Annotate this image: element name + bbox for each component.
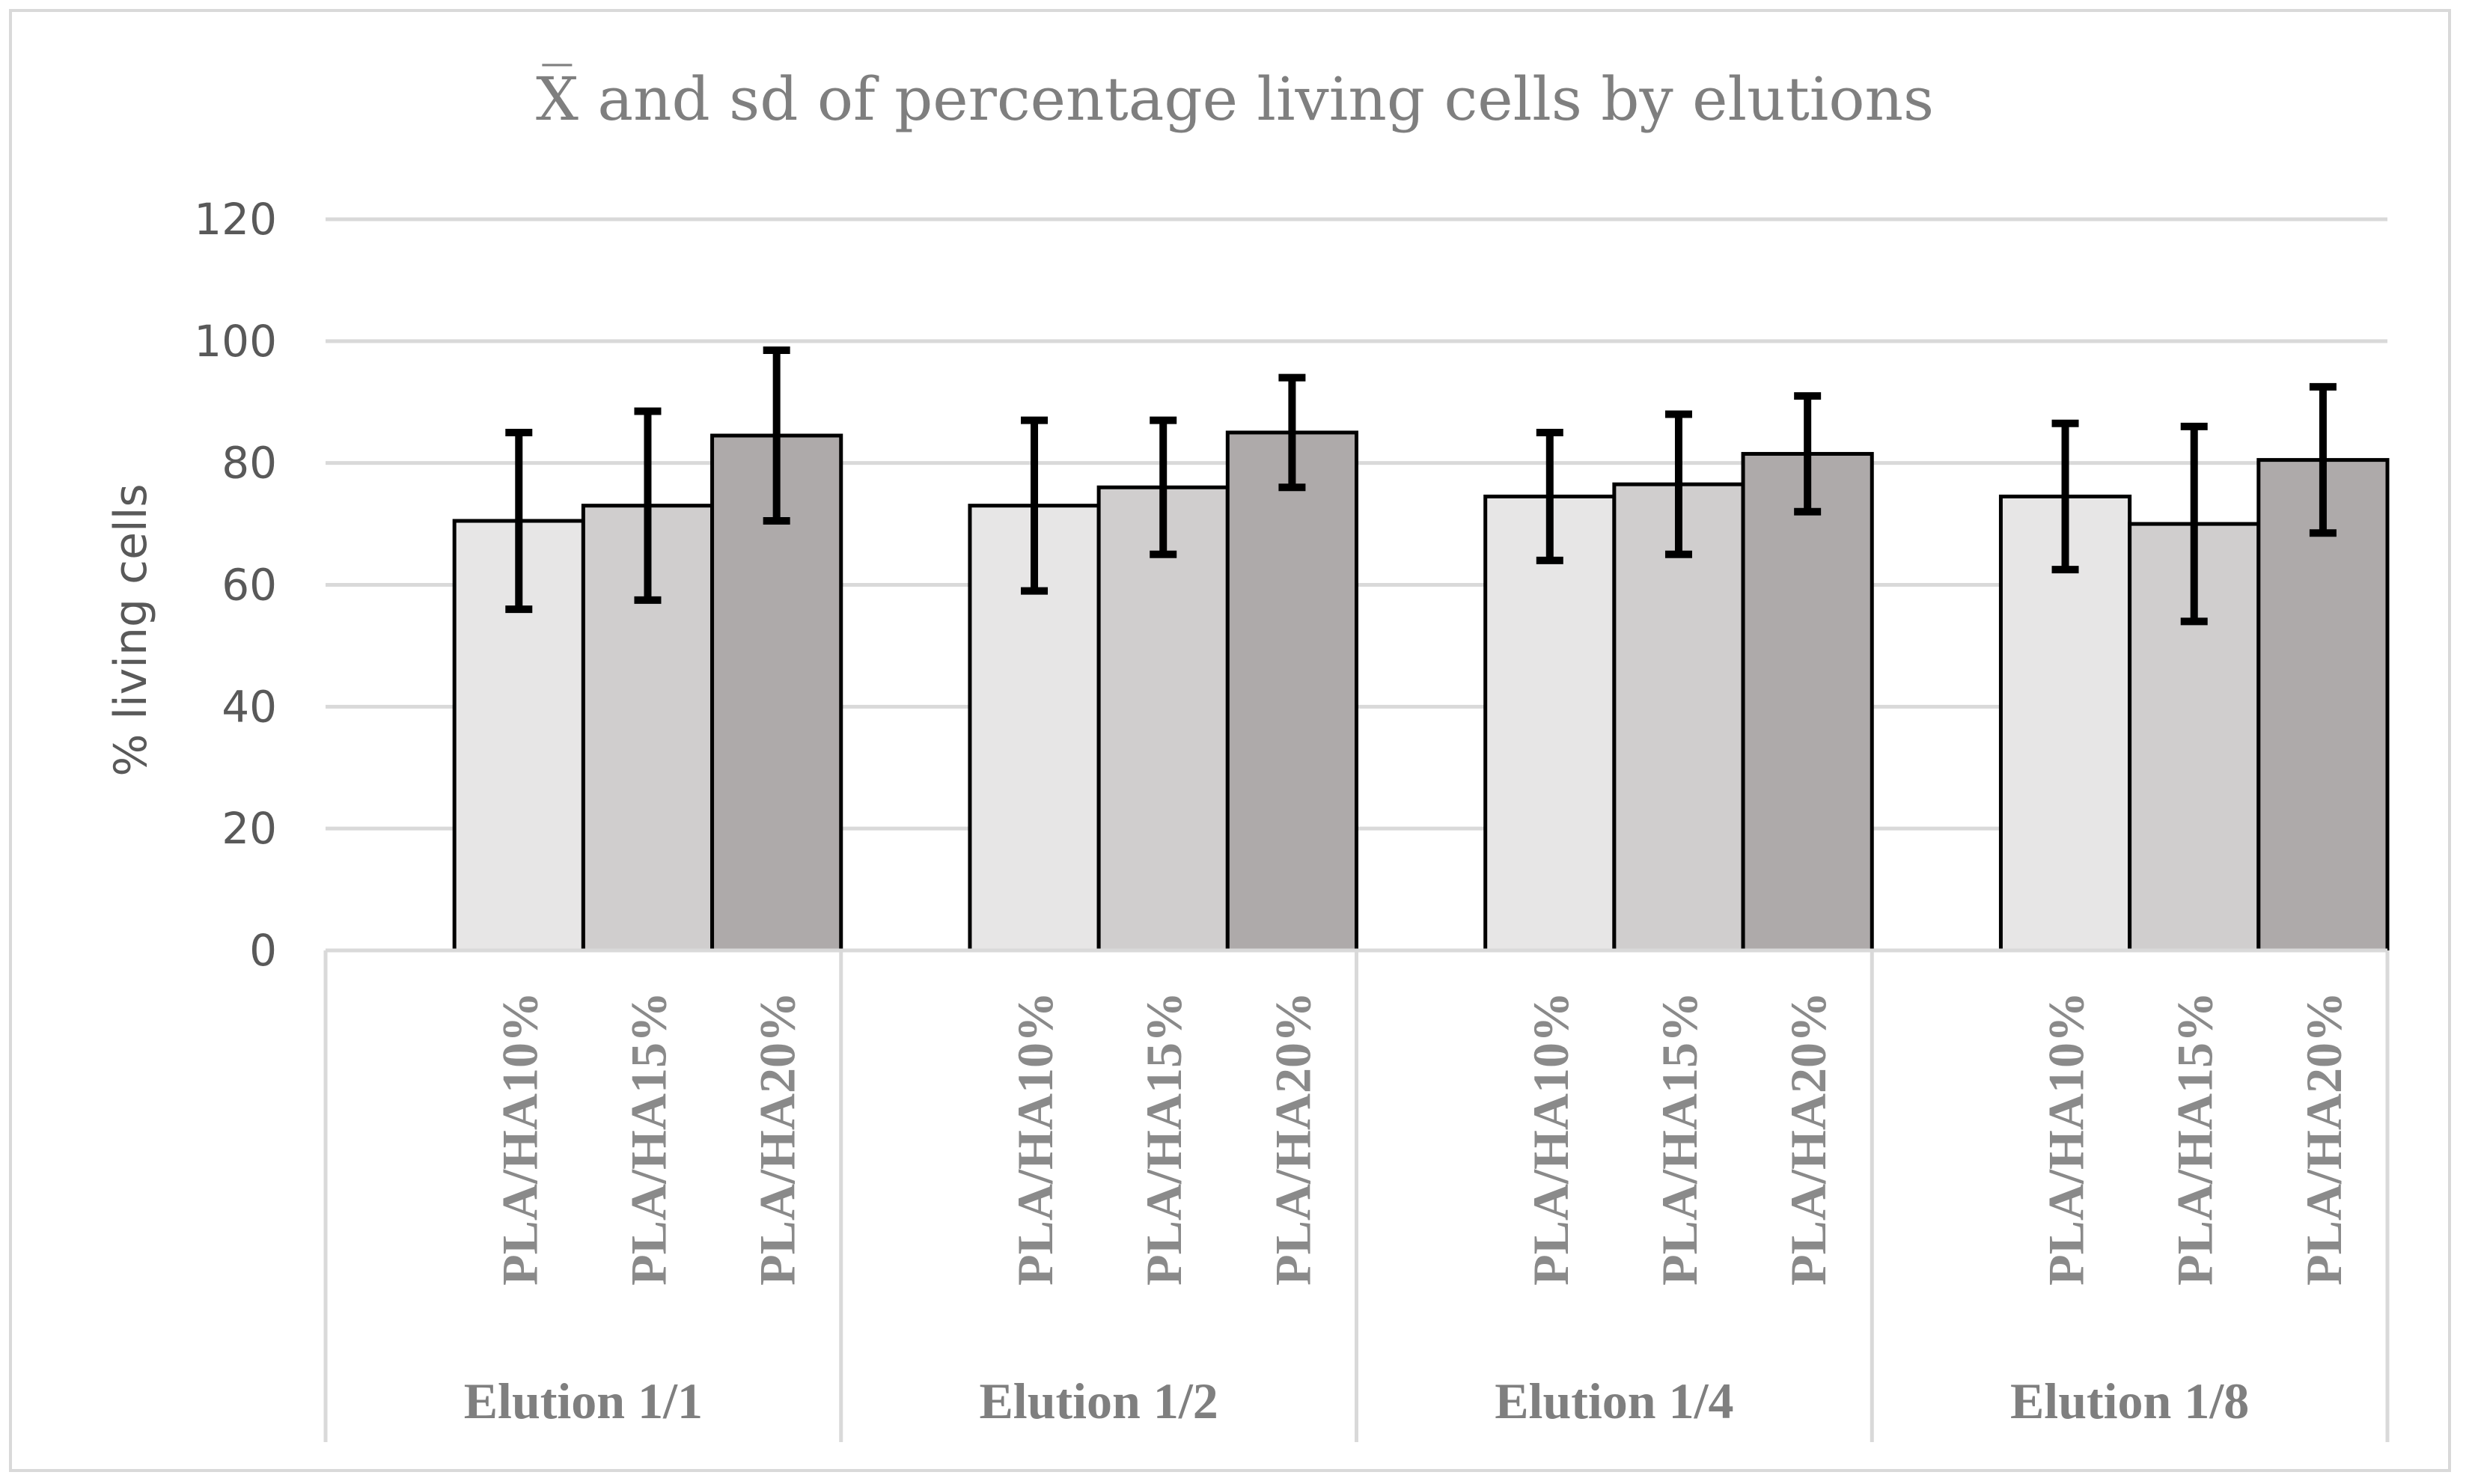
category-label: PLA/HA15%: [620, 992, 677, 1286]
group-label: Elution 1/1: [464, 1372, 703, 1429]
error-bar: [1536, 428, 1563, 564]
category-label: PLA/HA10%: [1007, 992, 1063, 1286]
category-label: PLA/HA10%: [1522, 992, 1579, 1286]
y-tick-label: 100: [194, 316, 277, 367]
bar: [2256, 458, 2390, 953]
error-bar: [1278, 373, 1306, 492]
y-tick-label: 60: [222, 560, 277, 611]
y-axis-label: % living cells: [105, 483, 157, 776]
y-tick-label: 120: [194, 194, 277, 245]
error-bar: [2051, 419, 2079, 574]
group-label: Elution 1/8: [2010, 1372, 2249, 1429]
group-label: Elution 1/2: [979, 1372, 1218, 1429]
category-label: PLA/HA15%: [1651, 992, 1708, 1286]
bar: [1612, 482, 1745, 953]
category-label: PLA/HA15%: [2167, 992, 2224, 1286]
y-axis-ticks: 0 20 40 60 80 100 120: [194, 194, 277, 976]
category-label: PLA/HA20%: [1264, 992, 1321, 1286]
category-label: PLA/HA15%: [1135, 992, 1192, 1286]
bars: [452, 430, 2390, 953]
error-bar: [1664, 410, 1692, 558]
error-bars: [505, 346, 2337, 626]
bar: [1741, 451, 1874, 953]
group-labels: Elution 1/1 Elution 1/2 Elution 1/4 Elution…: [464, 1372, 2250, 1429]
category-labels: PLA/HA10% PLA/HA15% PLA/HA20% PLA/HA10% PLA/…: [491, 992, 2352, 1286]
error-bar: [2180, 422, 2208, 626]
category-label: PLA/HA20%: [1780, 992, 1837, 1286]
error-bar: [1021, 416, 1049, 595]
category-label: PLA/HA10%: [491, 992, 548, 1286]
error-bar: [763, 346, 790, 525]
error-bar: [1794, 392, 1822, 516]
chart-title: X̅ and sd of percentage living cells by …: [536, 62, 1934, 134]
category-label: PLA/HA20%: [2295, 992, 2352, 1286]
bar: [1225, 430, 1358, 953]
category-label: PLA/HA10%: [2038, 992, 2095, 1286]
category-label: PLA/HA20%: [749, 992, 806, 1286]
error-bar: [1150, 416, 1177, 558]
group-label: Elution 1/4: [1495, 1372, 1733, 1429]
y-tick-label: 40: [222, 681, 277, 732]
error-bar: [634, 407, 662, 604]
error-bar: [505, 428, 533, 614]
bar: [1483, 494, 1617, 953]
error-bar: [2309, 382, 2337, 537]
y-tick-label: 80: [222, 438, 277, 489]
bar: [1096, 485, 1230, 953]
category-axis: [323, 948, 2390, 1442]
y-tick-label: 0: [249, 925, 277, 976]
y-tick-label: 20: [222, 803, 277, 854]
